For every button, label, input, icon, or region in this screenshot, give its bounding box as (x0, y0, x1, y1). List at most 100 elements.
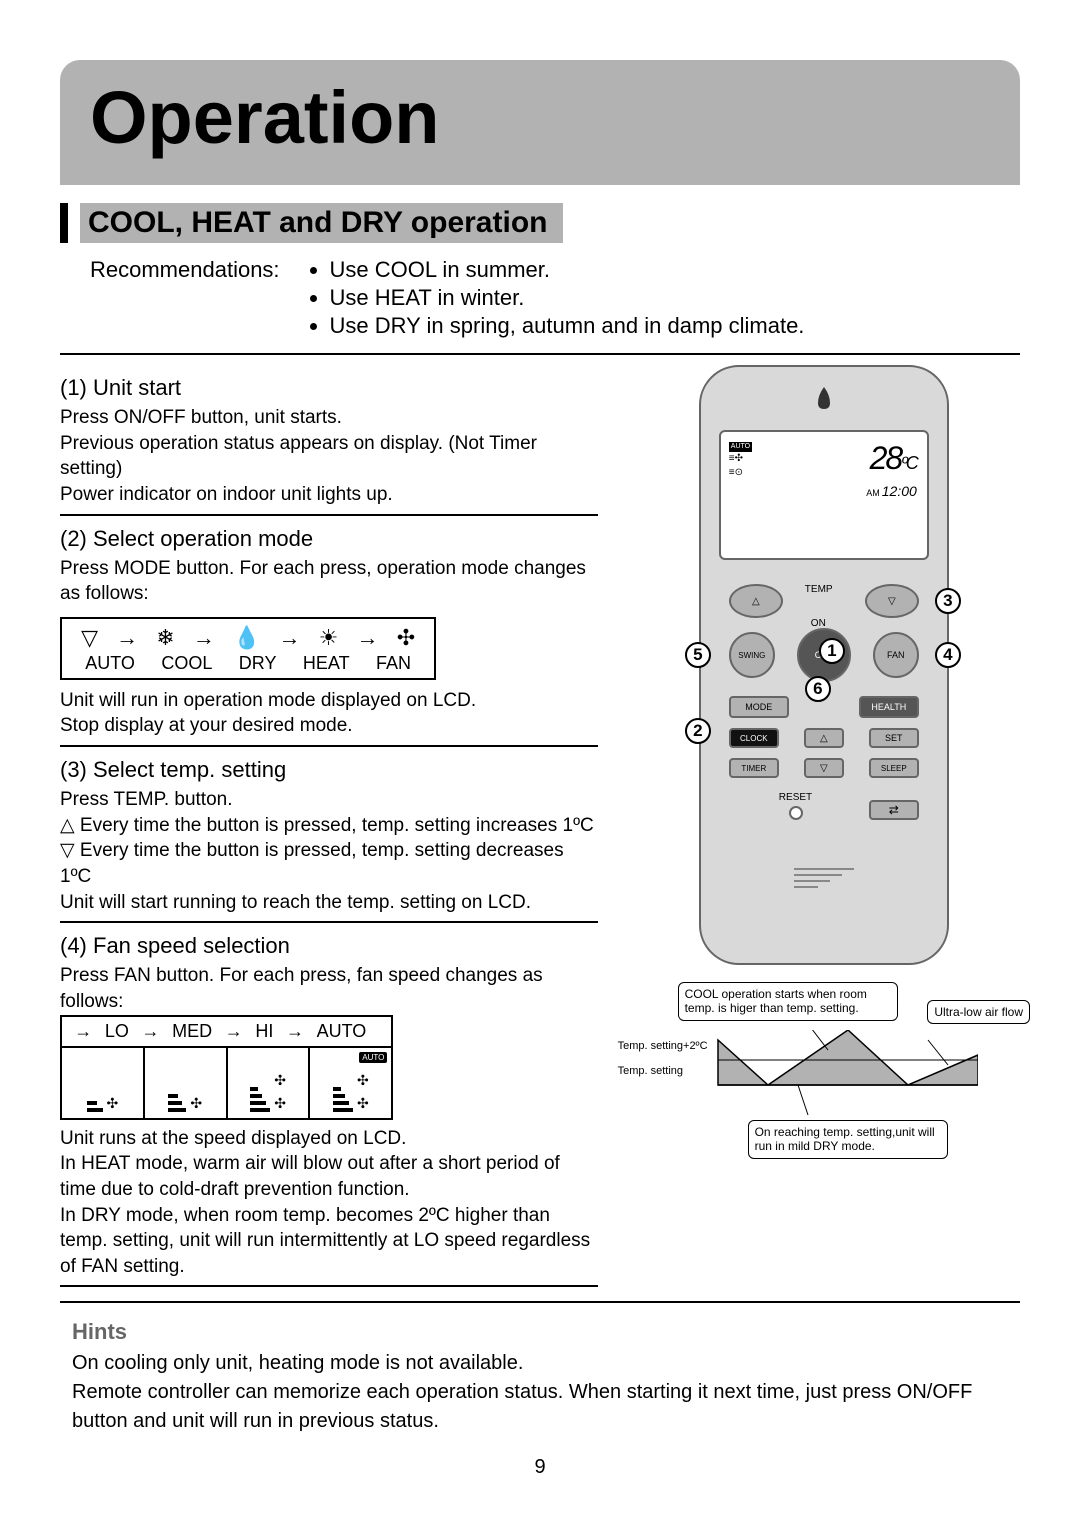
remote-button-area: △ TEMP ▽ ON SWING OFF FAN MODE HEALTH CL… (719, 578, 929, 918)
temp-up-button[interactable]: △ (729, 584, 783, 618)
lcd-side-icons: AUTO ≡✣ ≡⊙ (729, 442, 752, 480)
fan-hi-cell: ✣ ✣ (228, 1048, 311, 1118)
mode-label: FAN (376, 653, 411, 674)
fan-icon: ✣ (190, 1095, 202, 1112)
sleep-button[interactable]: SLEEP (869, 758, 919, 778)
mode-label: AUTO (85, 653, 135, 674)
fan-auto-cell: AUTO ✣ ✣ (310, 1048, 391, 1118)
callout-6: 6 (805, 676, 831, 702)
mode-button[interactable]: MODE (729, 696, 789, 718)
graph-caption-top: COOL operation starts when room temp. is… (678, 982, 898, 1021)
step2-intro: Press MODE button. For each press, opera… (60, 556, 598, 607)
rec-item: Use COOL in summer. (330, 257, 805, 283)
divider (60, 353, 1020, 355)
graph-caption-right: Ultra-low air flow (927, 1000, 1030, 1024)
cool-mode-icon: ❄ (156, 625, 174, 651)
recommendations-block: Recommendations: Use COOL in summer. Use… (60, 253, 1020, 349)
remote-lcd: AUTO ≡✣ ≡⊙ 28ºC AM12:00 (719, 430, 929, 560)
step3-title: (3) Select temp. setting (60, 757, 598, 783)
temp-down-button[interactable]: ▽ (865, 584, 919, 618)
step4-title: (4) Fan speed selection (60, 933, 598, 959)
step3-down-line: ▽ Every time the button is pressed, temp… (60, 838, 598, 889)
temp-graph: COOL operation starts when room temp. is… (628, 990, 1020, 1160)
divider (60, 1285, 598, 1287)
title-band: Operation (60, 60, 1020, 185)
auto-mode-icon: ▽ (81, 625, 98, 651)
graph-caption-bottom: On reaching temp. setting,unit will run … (748, 1120, 948, 1159)
heat-mode-icon: ☀ (319, 625, 339, 651)
callout-5: 5 (685, 642, 711, 668)
rec-item: Use HEAT in winter. (330, 285, 805, 311)
health-button[interactable]: HEALTH (859, 696, 919, 718)
fan-mode-icon: ✣ (397, 625, 415, 651)
ir-emitter-icon (719, 385, 929, 416)
right-column: AUTO ≡✣ ≡⊙ 28ºC AM12:00 △ TEMP ▽ ON SWIN… (628, 365, 1020, 1297)
hints-title: Hints (72, 1319, 1020, 1345)
fan-icon: ✣ (357, 1072, 369, 1089)
mode-label: HEAT (303, 653, 350, 674)
step1-line: Power indicator on indoor unit lights up… (60, 482, 598, 508)
grip-lines-icon (794, 868, 854, 892)
fan-icons-row: ✣ ✣ ✣ ✣ AUTO ✣ (60, 1046, 393, 1120)
fan-icon: ✣ (274, 1072, 286, 1089)
mode-cycle-diagram: ▽→ ❄→ 💧→ ☀→ ✣ AUTO COOL DRY HEAT FAN (60, 617, 436, 680)
step1-title: (1) Unit start (60, 375, 598, 401)
divider (60, 1301, 1020, 1303)
page-title: Operation (90, 75, 990, 160)
hints-body: On cooling only unit, heating mode is no… (60, 1349, 1020, 1436)
step2-outro: Unit will run in operation mode displaye… (60, 688, 598, 714)
step2-outro: Stop display at your desired mode. (60, 713, 598, 739)
step3-intro: Press TEMP. button. (60, 787, 598, 813)
divider (60, 921, 598, 923)
step3-outro: Unit will start running to reach the tem… (60, 890, 598, 916)
section-title: COOL, HEAT and DRY operation (80, 203, 563, 243)
reset-label: RESET (779, 792, 812, 803)
auto-badge: AUTO (359, 1052, 387, 1063)
page-number: 9 (60, 1456, 1020, 1479)
divider (60, 514, 598, 516)
step1-line: Press ON/OFF button, unit starts. (60, 405, 598, 431)
lcd-temp: 28ºC (731, 440, 917, 477)
lock-button[interactable]: ⇄ (869, 800, 919, 820)
callout-3: 3 (935, 588, 961, 614)
fan-med-cell: ✣ (145, 1048, 228, 1118)
clock-button[interactable]: CLOCK (729, 728, 779, 748)
fan-speed-cycle: →LO →MED →HI →AUTO (60, 1015, 393, 1046)
divider (60, 745, 598, 747)
recommendations-label: Recommendations: (90, 257, 280, 341)
step4-intro: Press FAN button. For each press, fan sp… (60, 963, 598, 1014)
section-bar (60, 203, 68, 243)
fan-label: LO (105, 1021, 129, 1042)
adjust-down-button[interactable]: ▽ (804, 758, 844, 778)
temp-label: TEMP (805, 584, 833, 595)
callout-1: 1 (819, 638, 845, 664)
fan-icon: ✣ (357, 1095, 369, 1112)
graph-svg (648, 1030, 978, 1120)
fan-label: HI (255, 1021, 273, 1042)
fan-icon: ✣ (107, 1095, 119, 1112)
fan-label: MED (172, 1021, 212, 1042)
left-column: (1) Unit start Press ON/OFF button, unit… (60, 365, 598, 1297)
timer-button[interactable]: TIMER (729, 758, 779, 778)
swing-button[interactable]: SWING (729, 632, 775, 678)
section-header: COOL, HEAT and DRY operation (60, 203, 1020, 243)
reset-button[interactable] (789, 806, 803, 820)
step3-up-line: △ Every time the button is pressed, temp… (60, 813, 598, 839)
mode-label: DRY (239, 653, 277, 674)
callout-2: 2 (685, 718, 711, 744)
mode-label: COOL (161, 653, 212, 674)
step4-body: Unit runs at the speed displayed on LCD.… (60, 1126, 598, 1280)
step1-line: Previous operation status appears on dis… (60, 431, 598, 482)
set-button[interactable]: SET (869, 728, 919, 748)
callout-4: 4 (935, 642, 961, 668)
fan-icon: ✣ (274, 1095, 286, 1112)
fan-label: AUTO (317, 1021, 367, 1042)
rec-item: Use DRY in spring, autumn and in damp cl… (330, 313, 805, 339)
step2-title: (2) Select operation mode (60, 526, 598, 552)
remote-illustration: AUTO ≡✣ ≡⊙ 28ºC AM12:00 △ TEMP ▽ ON SWIN… (699, 365, 949, 965)
lcd-time: AM12:00 (731, 483, 917, 499)
dry-mode-icon: 💧 (233, 625, 260, 651)
adjust-up-button[interactable]: △ (804, 728, 844, 748)
fan-lo-cell: ✣ (62, 1048, 145, 1118)
fan-button[interactable]: FAN (873, 632, 919, 678)
